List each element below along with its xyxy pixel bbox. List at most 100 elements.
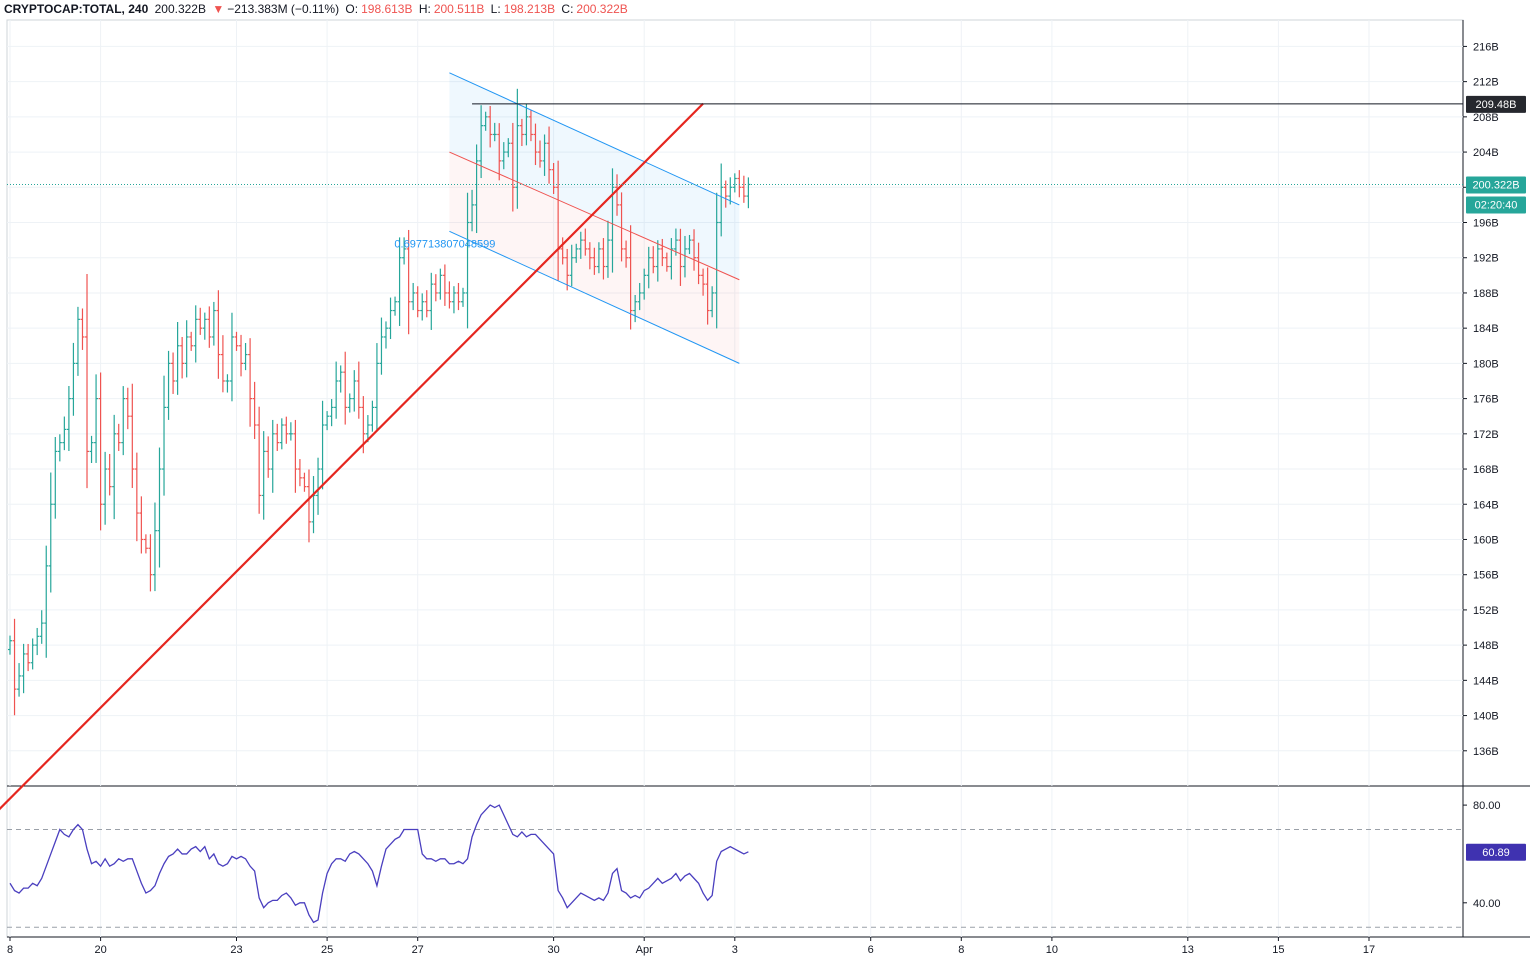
- ohlc-bar: [501, 142, 506, 170]
- ohlc-bar: [438, 268, 443, 300]
- ohlc-bar: [615, 174, 620, 216]
- ohlc-bar: [551, 162, 556, 194]
- ohlc-bar: [103, 451, 108, 525]
- ohlc-bar: [35, 627, 40, 656]
- y-tick-label: 188B: [1473, 288, 1499, 300]
- ohlc-bar: [542, 134, 547, 176]
- ohlc-bar: [397, 237, 402, 326]
- ohlc-bar: [75, 306, 80, 376]
- ohlc-bar: [71, 342, 76, 416]
- ohlc-bar: [379, 317, 384, 375]
- rsi-tick-label: 40.00: [1473, 898, 1501, 910]
- y-tick-label: 184B: [1473, 323, 1499, 335]
- ohlc-bar: [343, 351, 348, 425]
- level-badge-text: 209.48B: [1476, 99, 1517, 111]
- close-value: 200.322B: [576, 2, 628, 16]
- x-tick-label: 17: [1363, 944, 1375, 956]
- ohlc-bar: [515, 88, 520, 209]
- ohlc-bar: [574, 243, 579, 263]
- ohlc-bar: [216, 290, 221, 379]
- ohlc-bar: [497, 123, 502, 181]
- ohlc-bar: [601, 238, 606, 280]
- ohlc-bar: [243, 343, 248, 371]
- ohlc-bar: [252, 381, 257, 440]
- ohlc-bar: [225, 374, 230, 393]
- rsi-pane: [7, 804, 1463, 928]
- grid: [6, 19, 1530, 938]
- ohlc-bar: [669, 238, 674, 280]
- low-label: L:: [490, 2, 501, 16]
- y-tick-label: 148B: [1473, 640, 1499, 652]
- price-badge-text: 200.322B: [1472, 179, 1519, 191]
- ohlc-bar: [347, 393, 352, 413]
- ohlc-bar: [719, 163, 724, 237]
- ohlc-bar: [592, 247, 597, 275]
- last-price-value: 200.322B: [154, 2, 206, 16]
- ohlc-bar: [189, 331, 194, 351]
- ohlc-bar: [642, 268, 647, 300]
- ohlc-bar: [356, 361, 361, 419]
- ohlc-bar: [673, 228, 678, 256]
- ohlc-bar: [506, 138, 511, 158]
- open-label: O:: [345, 2, 359, 16]
- ohlc-bar: [578, 231, 583, 259]
- ohlc-bar: [316, 457, 321, 515]
- ohlc-bar: [248, 338, 253, 427]
- ohlc-bar: [488, 105, 493, 148]
- rsi-line: [9, 804, 749, 924]
- ohlc-bar: [596, 242, 601, 274]
- ohlc-bar: [329, 399, 334, 427]
- ohlc-bar: [320, 400, 325, 490]
- ohlc-bar: [311, 476, 316, 534]
- x-tick-label: 25: [321, 944, 333, 956]
- ohlc-bar: [610, 168, 615, 273]
- ohlc-bar: [352, 370, 357, 412]
- ohlc-bar: [424, 290, 429, 318]
- y-tick-label: 144B: [1473, 675, 1499, 687]
- ohlc-bar: [524, 103, 529, 146]
- ohlc-bar: [741, 175, 746, 203]
- ohlc-bar: [220, 335, 225, 393]
- price-badge: 200.322B: [1466, 176, 1526, 194]
- x-tick-label: 10: [1046, 944, 1058, 956]
- rsi-badge-bg: [1466, 843, 1526, 861]
- ohlc-bar: [180, 336, 185, 379]
- countdown-badge-bg: [1466, 196, 1526, 214]
- ohlc-bar: [406, 229, 411, 335]
- ohlc-bar: [148, 534, 153, 592]
- ohlc-bar: [646, 246, 651, 289]
- drawings[interactable]: 0.697713807048599: [0, 72, 1463, 821]
- ohlc-bar: [270, 419, 275, 493]
- ohlc-bar: [687, 234, 692, 255]
- y-tick-label: 156B: [1473, 570, 1499, 582]
- ohlc-bar: [624, 240, 629, 268]
- ohlc-bar: [130, 383, 135, 488]
- y-tick-label: 136B: [1473, 746, 1499, 758]
- ohlc-bar: [134, 452, 139, 542]
- ohlc-bar: [12, 618, 17, 716]
- ohlc-bar: [519, 118, 524, 147]
- ohlc-bar: [116, 423, 121, 451]
- symbol-label[interactable]: CRYPTOCAP:TOTAL, 240: [4, 2, 149, 16]
- y-tick-label: 152B: [1473, 605, 1499, 617]
- ohlc-bar: [510, 122, 515, 212]
- ohlc-bar: [374, 343, 379, 432]
- rsi-badge: 60.89: [1466, 843, 1526, 861]
- ohlc-bar: [257, 406, 262, 514]
- ohlc-bar: [53, 436, 58, 519]
- ohlc-bar: [125, 387, 130, 430]
- ohlc-bar: [162, 375, 167, 496]
- y-tick-label: 140B: [1473, 711, 1499, 723]
- ohlc-bar: [470, 189, 475, 232]
- ohlc-bar: [701, 268, 706, 296]
- ohlc-bar: [157, 447, 162, 568]
- ohlc-bar: [605, 220, 610, 278]
- y-tick-label: 160B: [1473, 534, 1499, 546]
- ohlc-bar: [139, 496, 144, 554]
- ohlc-bar: [85, 273, 90, 489]
- ohlc-bar: [696, 242, 701, 285]
- level-badge: 209.48B: [1466, 95, 1526, 113]
- ohlc-bar: [465, 192, 470, 329]
- ohlc-bar: [746, 177, 751, 209]
